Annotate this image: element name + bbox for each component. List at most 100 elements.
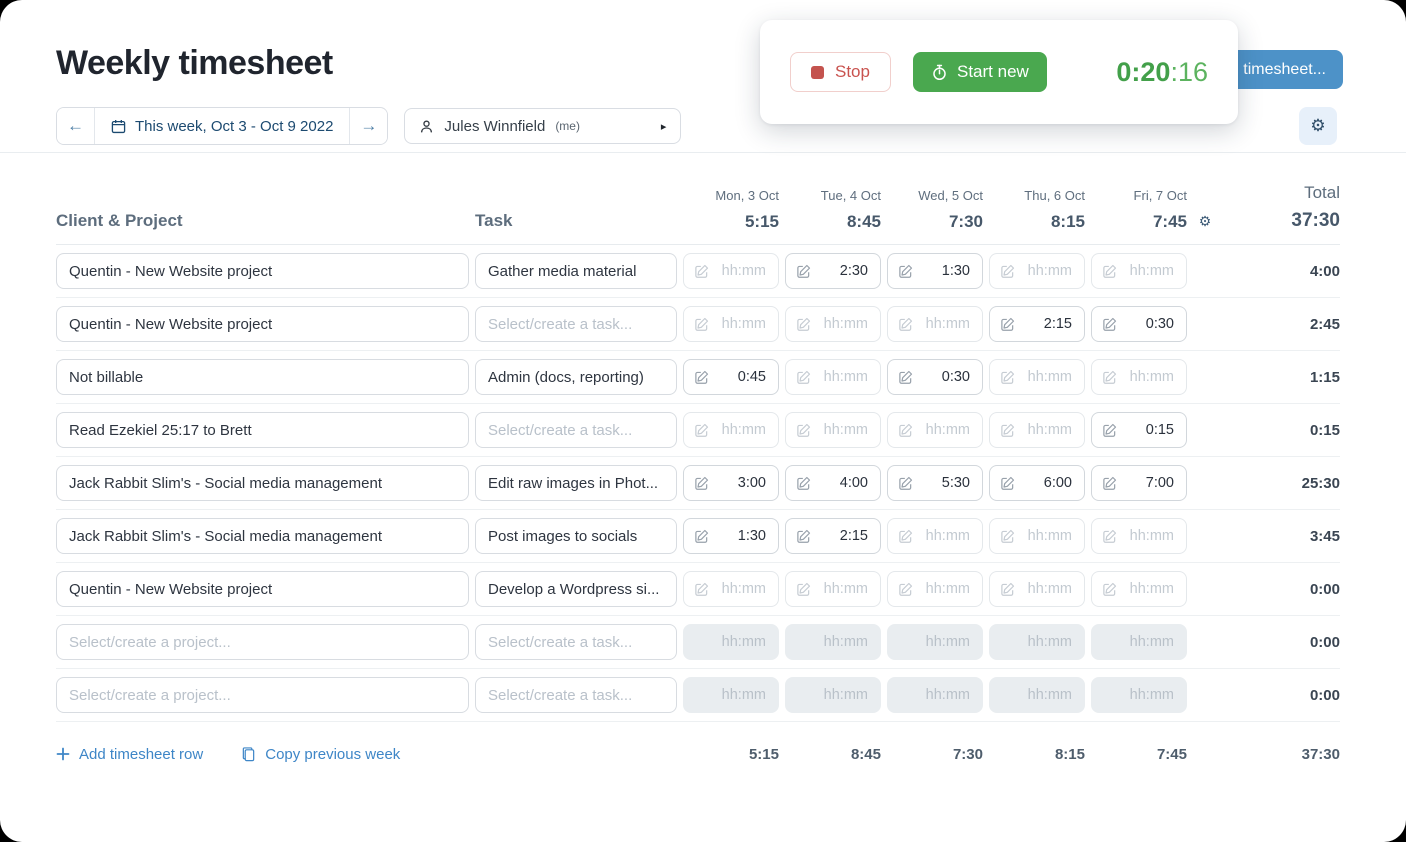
task-input[interactable] <box>475 253 677 289</box>
project-input[interactable] <box>56 624 469 660</box>
column-header-total: Total 37:30 <box>1223 183 1340 232</box>
time-cell[interactable]: hh:mm <box>1091 253 1187 289</box>
time-cell[interactable]: hh:mm <box>989 253 1085 289</box>
row-total: 2:45 <box>1309 315 1340 333</box>
project-input[interactable] <box>56 465 469 501</box>
time-cell[interactable]: hh:mm <box>785 359 881 395</box>
task-input[interactable] <box>475 306 677 342</box>
time-cell[interactable]: 0:15 <box>1091 412 1187 448</box>
project-input[interactable] <box>56 253 469 289</box>
time-value: 4:00 <box>839 475 868 491</box>
stopwatch-icon <box>931 64 948 81</box>
task-input[interactable] <box>475 571 677 607</box>
time-placeholder: hh:mm <box>925 581 970 597</box>
row-total: 0:00 <box>1309 686 1340 704</box>
time-cell[interactable]: hh:mm <box>989 518 1085 554</box>
task-input[interactable] <box>475 624 677 660</box>
edit-pencil-icon <box>796 529 811 544</box>
time-cell[interactable]: hh:mm <box>887 571 983 607</box>
time-cell[interactable]: hh:mm <box>887 518 983 554</box>
day-label: Thu, 6 Oct <box>1024 188 1085 203</box>
project-input[interactable] <box>56 571 469 607</box>
time-cell[interactable]: hh:mm <box>1091 571 1187 607</box>
project-input[interactable] <box>56 412 469 448</box>
time-placeholder: hh:mm <box>925 422 970 438</box>
task-input[interactable] <box>475 465 677 501</box>
time-cell[interactable]: hh:mm <box>887 306 983 342</box>
day-label: Wed, 5 Oct <box>918 188 983 203</box>
time-placeholder: hh:mm <box>925 687 970 703</box>
time-cell[interactable]: hh:mm <box>1091 359 1187 395</box>
time-placeholder: hh:mm <box>925 316 970 332</box>
next-week-button[interactable]: → <box>349 108 388 144</box>
time-cell[interactable]: hh:mm <box>683 571 779 607</box>
time-cell[interactable]: 4:00 <box>785 465 881 501</box>
day-total: 8:45 <box>846 212 881 231</box>
time-placeholder: hh:mm <box>823 369 868 385</box>
copy-previous-week-button[interactable]: Copy previous week <box>241 746 400 763</box>
week-range-button[interactable]: This week, Oct 3 - Oct 9 2022 <box>95 108 350 144</box>
task-input[interactable] <box>475 359 677 395</box>
time-cell[interactable]: hh:mm <box>989 359 1085 395</box>
time-cell[interactable]: 0:30 <box>887 359 983 395</box>
stop-button[interactable]: Stop <box>790 52 891 92</box>
task-input[interactable] <box>475 412 677 448</box>
time-placeholder: hh:mm <box>721 422 766 438</box>
day-column-header: Wed, 5 Oct 7:30 <box>887 188 983 232</box>
time-placeholder: hh:mm <box>925 528 970 544</box>
time-value: 2:15 <box>839 528 868 544</box>
time-cell[interactable]: hh:mm <box>989 412 1085 448</box>
time-value: 1:30 <box>941 263 970 279</box>
edit-pencil-icon <box>694 370 709 385</box>
time-cell[interactable]: 7:00 <box>1091 465 1187 501</box>
column-header-client-project: Client & Project <box>56 211 183 230</box>
row-total: 0:00 <box>1309 633 1340 651</box>
time-cell[interactable]: hh:mm <box>1091 518 1187 554</box>
time-cell[interactable]: 1:30 <box>683 518 779 554</box>
edit-pencil-icon <box>1102 582 1117 597</box>
edit-pencil-icon <box>898 582 913 597</box>
time-cell[interactable]: hh:mm <box>683 306 779 342</box>
project-input[interactable] <box>56 359 469 395</box>
time-value: 0:45 <box>737 369 766 385</box>
time-cell[interactable]: hh:mm <box>887 412 983 448</box>
caret-right-icon: ▸ <box>660 120 667 133</box>
day-total: 7:45 <box>1152 212 1187 231</box>
project-input[interactable] <box>56 306 469 342</box>
time-cell[interactable]: 1:30 <box>887 253 983 289</box>
time-cell[interactable]: 2:15 <box>989 306 1085 342</box>
project-input[interactable] <box>56 677 469 713</box>
previous-week-button[interactable]: ← <box>57 108 95 144</box>
add-timesheet-row-button[interactable]: Add timesheet row <box>56 746 203 763</box>
time-cell[interactable]: 3:00 <box>683 465 779 501</box>
edit-pencil-icon <box>1102 264 1117 279</box>
settings-button[interactable]: ⚙ <box>1299 107 1337 145</box>
time-placeholder: hh:mm <box>1027 422 1072 438</box>
time-cell[interactable]: hh:mm <box>785 412 881 448</box>
time-cell: hh:mm <box>785 677 881 713</box>
time-cell[interactable]: 6:00 <box>989 465 1085 501</box>
start-new-button[interactable]: Start new <box>912 52 1047 92</box>
gear-icon: ⚙ <box>1310 116 1326 135</box>
user-select[interactable]: Jules Winnfield (me) ▸ <box>404 108 682 144</box>
time-cell[interactable]: 0:30 <box>1091 306 1187 342</box>
edit-pencil-icon <box>1102 423 1117 438</box>
project-input[interactable] <box>56 518 469 554</box>
edit-pencil-icon <box>1000 423 1015 438</box>
time-cell[interactable]: hh:mm <box>785 306 881 342</box>
total-label: Total <box>1304 183 1340 202</box>
time-cell[interactable]: 2:30 <box>785 253 881 289</box>
time-cell[interactable]: hh:mm <box>683 253 779 289</box>
edit-pencil-icon <box>694 423 709 438</box>
task-input[interactable] <box>475 518 677 554</box>
time-cell[interactable]: hh:mm <box>785 571 881 607</box>
task-input[interactable] <box>475 677 677 713</box>
time-cell[interactable]: 0:45 <box>683 359 779 395</box>
page-title: Weekly timesheet <box>56 44 333 82</box>
time-cell[interactable]: 2:15 <box>785 518 881 554</box>
column-settings-gear-icon[interactable]: ⚙ <box>1198 213 1212 229</box>
time-cell[interactable]: hh:mm <box>683 412 779 448</box>
time-cell[interactable]: hh:mm <box>989 571 1085 607</box>
edit-pencil-icon <box>898 264 913 279</box>
time-cell[interactable]: 5:30 <box>887 465 983 501</box>
